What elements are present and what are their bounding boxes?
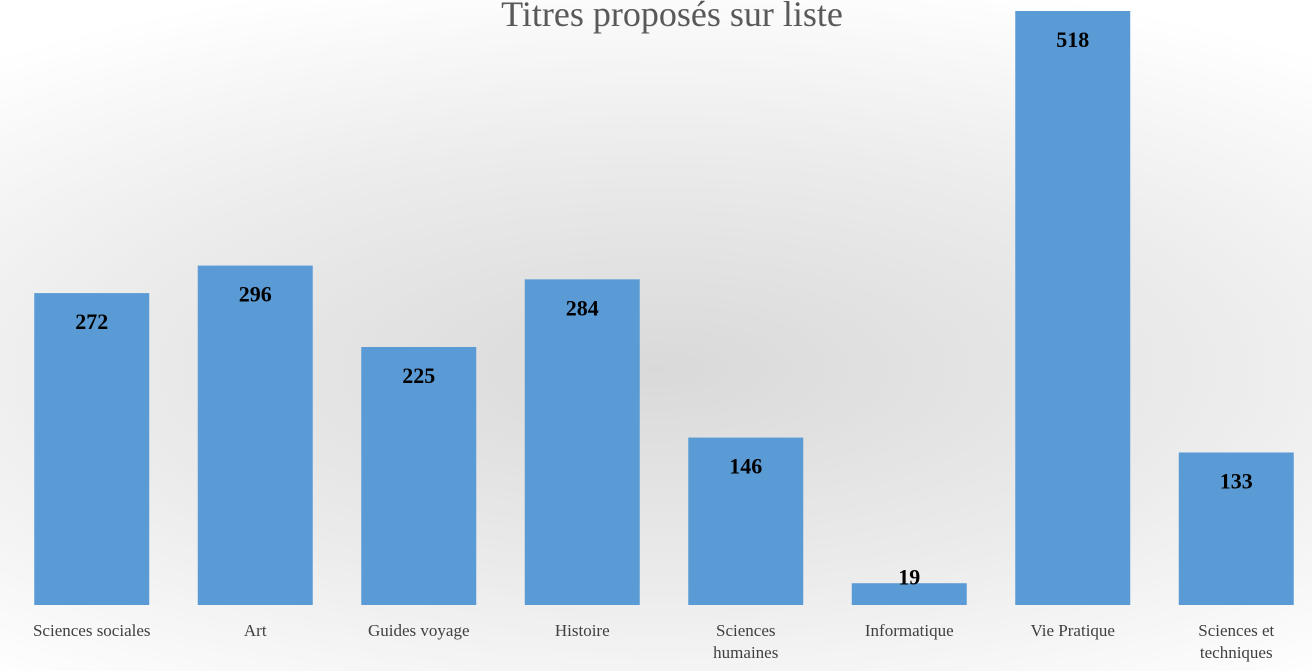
value-label: 225 — [402, 363, 435, 388]
bar — [524, 279, 640, 605]
x-tick-label: Guides voyage — [367, 621, 470, 640]
bar — [851, 583, 967, 605]
x-tick-label: Vie Pratique — [1030, 621, 1115, 640]
value-label: 19 — [898, 564, 920, 589]
value-label: 518 — [1056, 27, 1089, 52]
value-label: 296 — [239, 282, 272, 307]
chart-title: Titres proposés sur liste — [501, 0, 843, 34]
bar — [1178, 452, 1294, 605]
value-label: 284 — [566, 295, 599, 320]
bar — [361, 346, 477, 605]
x-tick-label: Sciences et techniques — [1198, 621, 1275, 662]
x-tick-label: Art — [243, 621, 267, 640]
bar — [1015, 11, 1131, 605]
value-label: 146 — [729, 454, 762, 479]
x-tick-label: Sciences humaines — [713, 621, 779, 662]
x-tick-label: Sciences sociales — [32, 621, 151, 640]
value-label: 272 — [75, 309, 108, 334]
x-tick-label: Histoire — [554, 621, 610, 640]
x-tick-label: Informatique — [864, 621, 954, 640]
bar — [34, 293, 150, 605]
bar — [688, 437, 804, 605]
value-label: 133 — [1220, 469, 1253, 494]
bar — [197, 265, 313, 605]
